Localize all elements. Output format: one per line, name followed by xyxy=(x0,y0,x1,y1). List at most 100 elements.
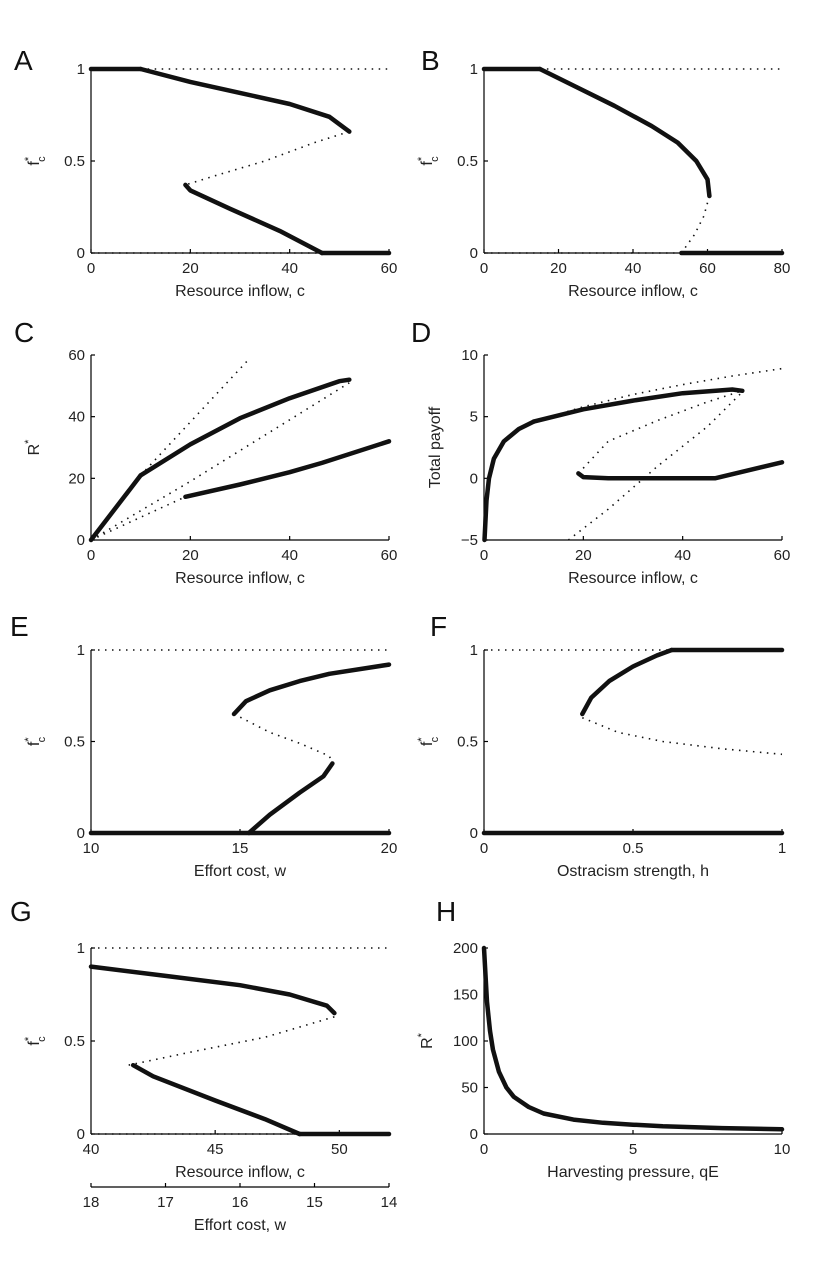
y-tick-label: 1 xyxy=(77,61,85,78)
y-tick-label: 100 xyxy=(453,1033,478,1050)
x-tick-label: 20 xyxy=(381,840,398,857)
panel-label: F xyxy=(430,611,447,642)
y-axis-label: R* xyxy=(23,439,43,456)
series-stable-upper-branch xyxy=(531,387,745,424)
x-tick-label: 60 xyxy=(381,260,398,277)
x-tick-label: 50 xyxy=(331,1141,348,1158)
x-tick-label: 0 xyxy=(480,1141,488,1158)
x-tick-label: 20 xyxy=(575,547,592,564)
x-tick-label: 10 xyxy=(774,1141,791,1158)
panel-label: H xyxy=(436,896,456,927)
secondary-x-tick-label: 17 xyxy=(157,1194,174,1211)
panel-b: B 0 20 40 60 80 0 0.5 1 Resource inflow, c f*c xyxy=(416,45,790,300)
panel-a: A 0 20 40 60 0 0.5 1 Resource inflow, c f*c xyxy=(14,45,397,300)
panel-c: C 0 20 40 60 0 20 40 60 Resource inflow, c R* xyxy=(14,317,397,587)
y-tick-label: 5 xyxy=(470,409,478,426)
series-unstable-middle-branch xyxy=(233,713,334,764)
y-tick-label: 0 xyxy=(470,245,478,262)
y-tick-label: 1 xyxy=(77,940,85,957)
y-tick-label: 0.5 xyxy=(64,153,85,170)
secondary-x-tick-label: 18 xyxy=(83,1194,100,1211)
x-tick-label: 80 xyxy=(774,260,791,277)
y-tick-label: 0 xyxy=(77,1126,85,1143)
x-tick-label: 10 xyxy=(83,840,100,857)
series-stable-lower-branch xyxy=(576,460,785,481)
secondary-x-tick-label: 15 xyxy=(306,1194,323,1211)
x-tick-label: 60 xyxy=(381,547,398,564)
x-tick-label: 0 xyxy=(87,547,95,564)
y-tick-label: 1 xyxy=(470,642,478,659)
x-axis-label: Resource inflow, c xyxy=(568,283,698,300)
series-stable-upper-branch xyxy=(537,66,712,199)
series-stable-upper-branch xyxy=(88,964,337,1016)
x-tick-label: 0 xyxy=(480,547,488,564)
y-tick-label: 0 xyxy=(470,470,478,487)
panel-e: E 10 15 20 0 0.5 1 Effort cost, w f*c xyxy=(10,611,397,880)
series-unstable-full-cooperation xyxy=(533,367,783,423)
x-tick-label: 0 xyxy=(480,260,488,277)
y-axis-label: f*c xyxy=(23,156,48,166)
y-tick-label: 0.5 xyxy=(64,1033,85,1050)
secondary-x-axis-label: Effort cost, w xyxy=(194,1217,287,1234)
y-tick-label: 10 xyxy=(461,347,478,364)
series-stable-upper-branch xyxy=(138,377,352,478)
panel-label: G xyxy=(10,896,32,927)
y-tick-label: 0 xyxy=(77,825,85,842)
y-tick-label: 150 xyxy=(453,987,478,1004)
y-tick-label: 20 xyxy=(68,470,85,487)
series-stable-rise xyxy=(88,473,143,543)
y-axis-label: f*c xyxy=(23,736,48,746)
y-tick-label: 0.5 xyxy=(457,734,478,751)
x-axis-label: Harvesting pressure, qE xyxy=(547,1164,719,1181)
secondary-x-tick-label: 14 xyxy=(381,1194,398,1211)
y-axis-label: f*c xyxy=(416,736,441,746)
y-tick-label: 50 xyxy=(461,1080,478,1097)
panel-f: F 0 0.5 1 0 0.5 1 Ostracism strength, h f*c xyxy=(416,611,786,880)
series-stable-upper-branch xyxy=(138,66,352,134)
x-tick-label: 1 xyxy=(778,840,786,857)
y-axis-label: f*c xyxy=(416,156,441,166)
x-tick-label: 20 xyxy=(550,260,567,277)
x-tick-label: 0 xyxy=(480,840,488,857)
panel-label: E xyxy=(10,611,29,642)
y-tick-label: 1 xyxy=(77,642,85,659)
panel-g: G 40 45 50 0 0.5 1 Resource inflow, c f*c 18 17 16 1… xyxy=(10,896,397,1234)
y-tick-label: 40 xyxy=(68,409,85,426)
y-axis-label: f*c xyxy=(23,1036,48,1046)
panel-label: C xyxy=(14,317,34,348)
x-tick-label: 40 xyxy=(625,260,642,277)
y-tick-label: 0 xyxy=(470,825,478,842)
panel-label: A xyxy=(14,45,33,76)
y-axis-label: R* xyxy=(416,1032,436,1049)
y-tick-label: 0.5 xyxy=(64,734,85,751)
x-tick-label: 40 xyxy=(83,1141,100,1158)
series-stable-lower-branch xyxy=(246,761,335,836)
x-axis-label: Resource inflow, c xyxy=(175,570,305,587)
panel-label: B xyxy=(421,45,440,76)
y-tick-label: 0 xyxy=(77,532,85,549)
series-unstable-middle-branch xyxy=(577,390,743,474)
x-axis-label: Resource inflow, c xyxy=(175,283,305,300)
series-unstable-middle-branch xyxy=(128,1016,335,1066)
series-stable-curve xyxy=(481,945,785,1132)
series-stable-rise xyxy=(482,419,536,543)
x-tick-label: 20 xyxy=(182,547,199,564)
x-tick-label: 45 xyxy=(207,1141,224,1158)
x-axis-label: Ostracism strength, h xyxy=(557,863,709,880)
series-stable-lower-branch xyxy=(183,439,392,500)
y-axis-label: Total payoff xyxy=(427,406,444,488)
series-unstable-middle-branch xyxy=(90,382,350,541)
y-tick-label: 1 xyxy=(470,61,478,78)
series-unstable-defection xyxy=(567,391,743,541)
x-tick-label: 20 xyxy=(182,260,199,277)
series-stable-lower-branch xyxy=(130,1062,302,1137)
y-tick-label: 200 xyxy=(453,940,478,957)
y-tick-label: 0 xyxy=(470,1126,478,1143)
series-unstable-middle-branch xyxy=(581,716,783,756)
series-unstable-middle-branch xyxy=(680,195,711,254)
x-tick-label: 15 xyxy=(232,840,249,857)
y-tick-label: 0.5 xyxy=(457,153,478,170)
x-tick-label: 5 xyxy=(629,1141,637,1158)
x-axis-label: Resource inflow, c xyxy=(175,1164,305,1181)
